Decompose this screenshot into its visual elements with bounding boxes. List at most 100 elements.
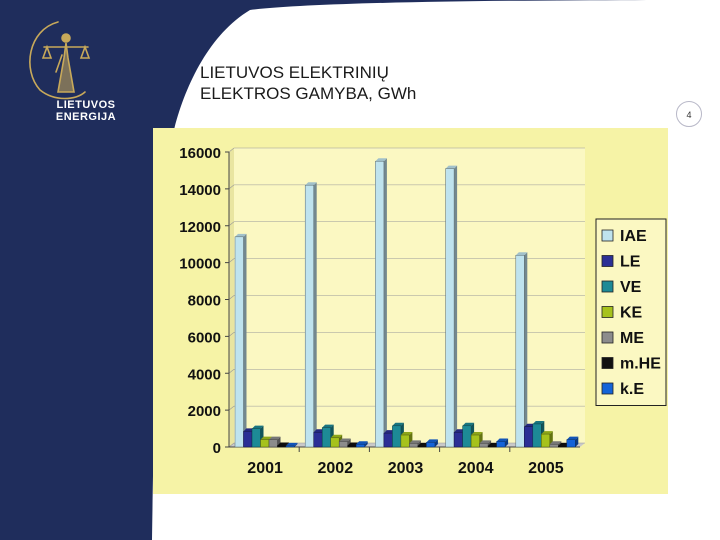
bar-side-k.E-2003	[434, 439, 438, 447]
y-gridline-depth-3	[228, 332, 235, 337]
lady-justice-logo	[29, 21, 91, 100]
bar-ME-2001	[268, 439, 278, 448]
bar-top-k.E-2005	[566, 436, 579, 440]
y-gridline-depth-5	[228, 258, 235, 263]
bar-IAE-2004	[445, 168, 455, 448]
bar-top-KE-2004	[471, 432, 483, 436]
bar-KE-2003	[400, 434, 410, 448]
bar-IAE-2002	[304, 184, 314, 448]
brand-line-2: ENERGIJA	[55, 111, 117, 123]
bar-side-k.E-2002	[364, 441, 368, 447]
y-gridline-depth-0	[228, 442, 235, 448]
bar-top-IAE-2005	[515, 252, 528, 256]
y-gridline-depth-2	[228, 369, 235, 374]
bar-top-VE-2001	[252, 425, 264, 429]
legend-swatch-KE	[601, 306, 614, 318]
y-tick-label-5: 10000	[179, 256, 221, 273]
bar-KE-2002	[330, 437, 340, 448]
bar-ME-2005	[549, 443, 559, 448]
bar-VE-2004	[462, 425, 472, 448]
bar-k.E-2001	[285, 445, 295, 448]
y-tick-label-2: 4000	[188, 366, 221, 383]
bar-top-KE-2003	[400, 432, 413, 436]
bar-top-IAE-2002	[305, 182, 317, 186]
bar-top-ME-2002	[339, 438, 351, 442]
bar-top-KE-2001	[260, 436, 272, 440]
x-tick-label-2003: 2003	[388, 460, 424, 477]
legend: IAE LE VE KE ME m.HE k.E	[595, 218, 667, 406]
brand-text: LIETUVOS ENERGIJA	[46, 99, 126, 123]
bar-m.HE-2001	[277, 445, 287, 448]
bar-side-IAE-2005	[524, 252, 528, 447]
bar-top-IAE-2003	[375, 158, 387, 162]
bar-IAE-2003	[375, 160, 385, 448]
legend-label-VE: VE	[620, 279, 642, 296]
bar-IAE-2005	[515, 255, 525, 448]
legend-label-k.E: k.E	[620, 381, 644, 398]
legend-swatch-m.HE	[601, 357, 614, 369]
slide-title-line-1: LIETUVOS ELEKTRINIŲ	[200, 63, 389, 82]
x-tick-label-2004: 2004	[458, 460, 494, 477]
page-number-badge: 4	[676, 101, 702, 127]
chart-svg: 0 2000 4000 6000 8000 10000 12000 14000 16000 200…	[153, 128, 668, 494]
bar-m.HE-2002	[347, 445, 357, 448]
y-tick-label-7: 14000	[179, 182, 221, 199]
y-tick-label-1: 2000	[188, 403, 221, 420]
bar-KE-2004	[470, 434, 480, 448]
bar-top-VE-2003	[392, 422, 404, 426]
bar-VE-2002	[321, 427, 331, 448]
bar-m.HE-2003	[417, 445, 427, 448]
bar-k.E-2005	[566, 439, 576, 448]
production-bar-chart: 0 2000 4000 6000 8000 10000 12000 14000 16000 200…	[153, 128, 668, 494]
legend-label-m.HE: m.HE	[620, 356, 661, 373]
y-gridline-depth-1	[228, 405, 235, 411]
legend-swatch-VE	[601, 280, 614, 293]
y-tick-label-4: 8000	[188, 293, 221, 310]
bar-top-KE-2002	[330, 434, 343, 438]
bar-top-m.HE-2001	[277, 442, 289, 446]
bar-m.HE-2005	[558, 445, 568, 448]
bar-side-IAE-2004	[454, 165, 458, 447]
bar-m.HE-2004	[487, 445, 497, 448]
y-gridline-depth-8	[228, 147, 235, 153]
bar-top-VE-2005	[532, 420, 545, 424]
bar-top-IAE-2001	[235, 233, 247, 237]
legend-label-LE: LE	[620, 254, 641, 271]
bar-top-k.E-2004	[496, 438, 509, 442]
bar-top-ME-2004	[479, 440, 492, 444]
bar-ME-2002	[338, 441, 348, 448]
y-gridline-depth-6	[228, 221, 235, 226]
bar-LE-2005	[524, 426, 534, 448]
y-tick-label-8: 16000	[179, 145, 221, 162]
bar-k.E-2002	[355, 443, 365, 448]
legend-label-KE: KE	[620, 305, 643, 322]
bar-top-IAE-2004	[445, 165, 458, 169]
slide-title: LIETUVOS ELEKTRINIŲ ELEKTROS GAMYBA, GWh	[200, 62, 416, 104]
brand-line-1: LIETUVOS	[56, 99, 116, 111]
bar-top-k.E-2001	[286, 442, 298, 446]
y-tick-label-3: 6000	[188, 329, 221, 346]
bar-VE-2003	[392, 425, 402, 448]
x-tick-label-2002: 2002	[318, 460, 354, 477]
legend-swatch-LE	[601, 255, 614, 267]
bar-top-ME-2005	[549, 441, 562, 445]
bar-side-IAE-2002	[313, 182, 317, 447]
slide-title-line-2: ELEKTROS GAMYBA, GWh	[200, 84, 417, 103]
bar-top-k.E-2002	[356, 441, 368, 445]
y-tick-label-0: 0	[213, 440, 221, 457]
bar-side-IAE-2003	[383, 158, 387, 447]
bar-top-KE-2005	[541, 431, 553, 435]
bar-top-k.E-2003	[426, 439, 438, 443]
bar-side-k.E-2005	[575, 436, 579, 447]
bar-top-ME-2003	[409, 440, 421, 444]
bar-top-VE-2004	[462, 422, 475, 426]
bar-IAE-2001	[234, 236, 244, 448]
x-tick-label-2001: 2001	[247, 460, 283, 477]
legend-swatch-IAE	[601, 229, 614, 242]
y-gridline-depth-7	[228, 184, 235, 190]
bar-k.E-2003	[426, 442, 436, 448]
bar-KE-2001	[260, 439, 270, 448]
bar-KE-2005	[541, 433, 551, 448]
